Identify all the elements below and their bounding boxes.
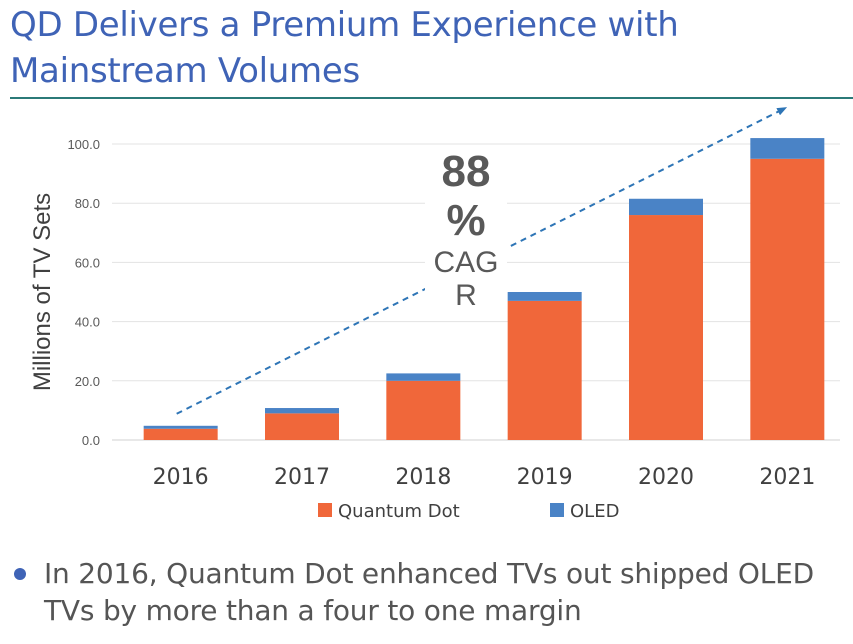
- y-tick-label: 80.0: [75, 196, 100, 211]
- bar-quantum-dot-2021: [750, 158, 825, 441]
- bar-oled-2018: [386, 373, 461, 381]
- y-tick-labels: 0.0 20.0 40.0 60.0 80.0 100.0: [67, 137, 100, 448]
- cagr-annotation: 88 % CAG R: [425, 148, 507, 312]
- bar-oled-2019: [507, 292, 582, 301]
- bar-oled-2016: [143, 425, 218, 429]
- x-tick-label: 2021: [759, 465, 815, 490]
- bar-oled-2020: [629, 198, 703, 216]
- bar-oled-2021: [750, 138, 825, 159]
- y-axis-label: Millions of TV Sets: [29, 193, 56, 391]
- cagr-label-line2: R: [455, 279, 477, 312]
- y-tick-label: 0.0: [82, 433, 100, 448]
- y-tick-label: 20.0: [75, 374, 100, 389]
- bullet-dot-icon: [14, 568, 26, 580]
- x-tick-labels: 2016 2017 2018 2019 2020 2021: [153, 465, 816, 490]
- x-tick-label: 2020: [638, 465, 694, 490]
- cagr-number: 88: [441, 147, 491, 196]
- y-tick-label: 100.0: [67, 137, 100, 152]
- cagr-percent: %: [446, 196, 486, 245]
- bar-quantum-dot-2017: [265, 413, 339, 440]
- bars: [143, 138, 825, 441]
- x-tick-label: 2019: [517, 465, 573, 490]
- y-tick-label: 60.0: [75, 255, 100, 270]
- bar-quantum-dot-2019: [507, 300, 582, 440]
- x-tick-label: 2018: [395, 465, 451, 490]
- legend: Quantum Dot OLED: [318, 501, 619, 522]
- legend-label: Quantum Dot: [338, 501, 460, 522]
- bullet-point: In 2016, Quantum Dot enhanced TVs out sh…: [14, 555, 850, 629]
- title-divider: [10, 97, 853, 99]
- y-tick-label: 40.0: [75, 315, 100, 330]
- bar-quantum-dot-2018: [386, 380, 461, 440]
- x-tick-label: 2016: [153, 465, 209, 490]
- legend-label: OLED: [570, 501, 619, 522]
- bar-quantum-dot-2020: [629, 215, 703, 440]
- page-title: QD Delivers a Premium Experience with Ma…: [10, 5, 679, 91]
- x-tick-label: 2017: [274, 465, 330, 490]
- bullet-text: In 2016, Quantum Dot enhanced TVs out sh…: [44, 557, 814, 627]
- legend-swatch: [550, 503, 564, 517]
- bar-oled-2017: [265, 408, 339, 414]
- legend-swatch: [318, 503, 332, 517]
- bar-quantum-dot-2016: [143, 428, 218, 440]
- cagr-trend-arrow: [176, 107, 788, 415]
- cagr-label-line1: CAG: [433, 246, 499, 279]
